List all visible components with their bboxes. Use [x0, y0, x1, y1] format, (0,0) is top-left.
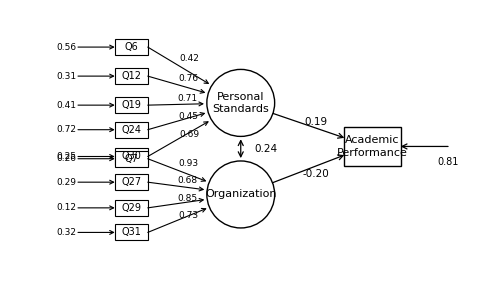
Text: Organization: Organization: [205, 189, 277, 200]
Text: 0.41: 0.41: [56, 101, 76, 110]
Ellipse shape: [207, 69, 274, 136]
FancyBboxPatch shape: [115, 68, 148, 84]
Text: 0.32: 0.32: [56, 228, 76, 237]
FancyBboxPatch shape: [115, 174, 148, 190]
Text: Q30: Q30: [122, 151, 141, 162]
Text: 0.68: 0.68: [178, 175, 198, 185]
Text: 0.31: 0.31: [56, 72, 76, 81]
Text: Personal
Standards: Personal Standards: [212, 92, 269, 114]
Text: Q6: Q6: [124, 42, 138, 52]
FancyBboxPatch shape: [115, 122, 148, 138]
Text: Q31: Q31: [122, 227, 141, 238]
Text: 0.12: 0.12: [56, 203, 76, 212]
FancyBboxPatch shape: [115, 151, 148, 167]
Text: Q19: Q19: [122, 100, 141, 110]
Text: 0.76: 0.76: [178, 74, 198, 83]
FancyBboxPatch shape: [115, 224, 148, 240]
FancyBboxPatch shape: [344, 127, 401, 166]
Text: 0.72: 0.72: [56, 125, 76, 134]
Text: 0.42: 0.42: [180, 54, 200, 63]
Text: 0.26: 0.26: [56, 154, 76, 163]
FancyBboxPatch shape: [115, 148, 148, 164]
Text: 0.71: 0.71: [178, 94, 198, 103]
Text: Academic
Performance: Academic Performance: [337, 135, 408, 158]
Text: 0.25: 0.25: [56, 152, 76, 161]
Text: 0.85: 0.85: [178, 194, 198, 203]
FancyBboxPatch shape: [115, 200, 148, 216]
Text: 0.19: 0.19: [305, 117, 328, 127]
Text: 0.29: 0.29: [56, 178, 76, 187]
Text: Q29: Q29: [122, 203, 142, 213]
Text: -0.20: -0.20: [303, 169, 330, 180]
Text: Q24: Q24: [122, 125, 142, 135]
Text: Q27: Q27: [121, 177, 142, 187]
FancyBboxPatch shape: [115, 39, 148, 55]
Text: 0.69: 0.69: [180, 130, 200, 139]
Text: 0.45: 0.45: [178, 112, 198, 121]
Text: 0.93: 0.93: [178, 159, 199, 168]
Text: 0.73: 0.73: [178, 211, 199, 220]
Text: 0.81: 0.81: [438, 157, 459, 167]
Text: Q7: Q7: [124, 154, 138, 164]
Ellipse shape: [207, 161, 274, 228]
FancyBboxPatch shape: [115, 97, 148, 113]
Text: Q12: Q12: [122, 71, 142, 81]
Text: 0.24: 0.24: [254, 144, 278, 154]
Text: 0.56: 0.56: [56, 43, 76, 52]
